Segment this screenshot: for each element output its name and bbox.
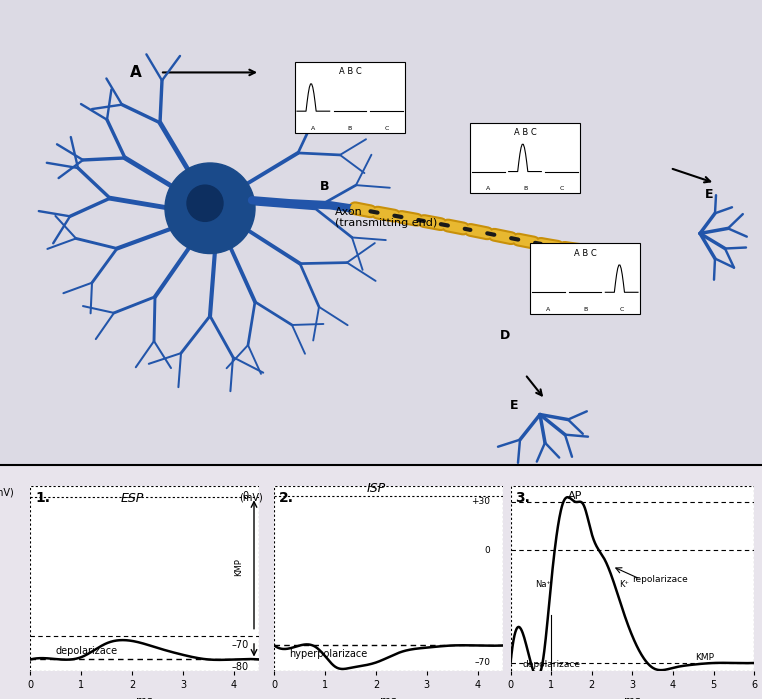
Text: (mV): (mV)	[239, 493, 263, 503]
Bar	[295, 62, 405, 133]
Text: depolarizace: depolarizace	[523, 660, 581, 669]
Text: C: C	[559, 186, 564, 191]
Text: B: B	[348, 126, 352, 131]
Text: B: B	[320, 180, 329, 193]
Text: Axon
(transmitting end): Axon (transmitting end)	[335, 207, 437, 229]
Text: 2.: 2.	[279, 491, 294, 505]
X-axis label: ms: ms	[380, 696, 397, 699]
Text: 1.: 1.	[35, 491, 50, 505]
Text: KMP: KMP	[234, 558, 243, 576]
Text: A B C: A B C	[574, 249, 597, 257]
Text: C: C	[620, 307, 624, 312]
Text: A B C: A B C	[338, 67, 361, 76]
Text: B: B	[523, 186, 527, 191]
Text: ISP: ISP	[367, 482, 386, 495]
Text: A: A	[486, 186, 491, 191]
Text: –70: –70	[232, 640, 249, 651]
Bar	[530, 243, 640, 314]
Text: D: D	[500, 329, 511, 342]
Text: hyperpolarizace: hyperpolarizace	[290, 649, 368, 659]
Text: A: A	[311, 126, 315, 131]
Text: depolarizace: depolarizace	[56, 646, 118, 656]
X-axis label: ms: ms	[136, 696, 153, 699]
Text: (mV): (mV)	[0, 487, 14, 497]
Text: AP: AP	[568, 491, 583, 500]
Text: +30: +30	[471, 498, 490, 506]
Bar	[470, 123, 580, 193]
Text: E: E	[510, 400, 518, 412]
Text: E: E	[705, 188, 713, 201]
Text: A: A	[546, 307, 550, 312]
Text: B: B	[583, 307, 588, 312]
Circle shape	[165, 163, 255, 254]
Circle shape	[187, 185, 223, 222]
Text: 0: 0	[485, 546, 490, 555]
Text: –70: –70	[474, 658, 490, 668]
Text: K⁺: K⁺	[620, 579, 629, 589]
Text: –80: –80	[232, 662, 249, 672]
Text: 3.: 3.	[515, 491, 530, 505]
Text: 0: 0	[243, 491, 249, 501]
Text: A B C: A B C	[514, 128, 536, 137]
Text: KMP: KMP	[695, 653, 714, 662]
X-axis label: ms: ms	[624, 696, 641, 699]
Text: C: C	[385, 126, 389, 131]
Text: A: A	[130, 66, 142, 80]
Text: ESP: ESP	[120, 492, 144, 505]
Text: C: C	[560, 183, 569, 196]
Text: repolarizace: repolarizace	[632, 575, 688, 584]
Text: Na⁺: Na⁺	[535, 579, 551, 589]
